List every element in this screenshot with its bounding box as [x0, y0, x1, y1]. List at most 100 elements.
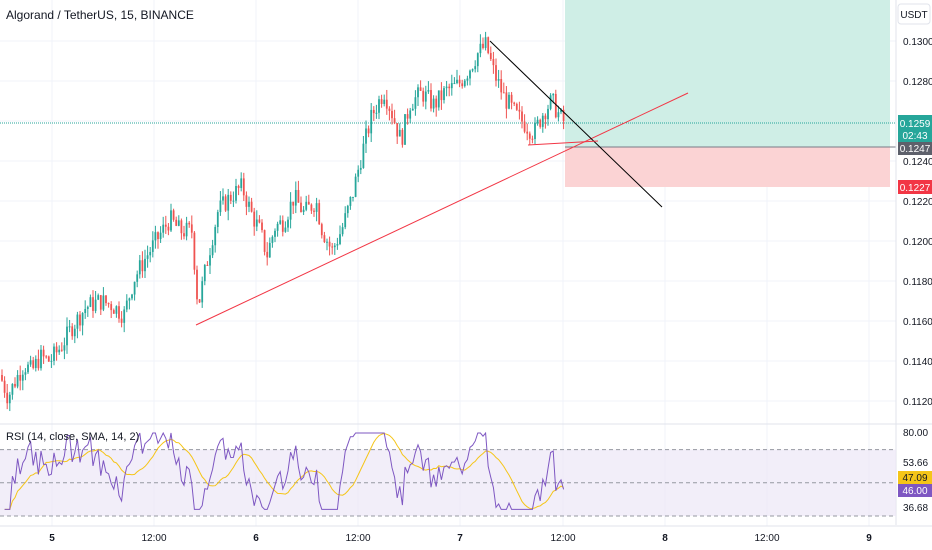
candle [76, 311, 79, 339]
candle [37, 349, 40, 371]
candle [253, 207, 256, 236]
candle [437, 90, 440, 111]
candle [183, 225, 185, 240]
candle [536, 116, 539, 126]
candle [177, 215, 180, 227]
time-axis[interactable]: 5 12:00 6 12:00 7 12:00 8 12:00 9 [49, 533, 872, 544]
candle [89, 294, 92, 308]
candle [359, 160, 362, 175]
candle [255, 210, 258, 232]
candle [401, 128, 404, 148]
candle [313, 208, 315, 217]
candle [81, 312, 84, 336]
candle [32, 356, 35, 370]
candle [50, 354, 53, 368]
candle [120, 311, 123, 328]
entry-price-badge: 0.1247 [898, 142, 932, 155]
candle [227, 188, 230, 221]
candle [175, 216, 178, 227]
candle [318, 199, 321, 225]
candle [125, 294, 128, 313]
candle [242, 172, 245, 201]
candle [245, 191, 248, 216]
candle [214, 224, 217, 253]
currency-button[interactable]: USDT [897, 3, 931, 25]
candle [110, 301, 113, 319]
price-tick-label: 0.1120 [903, 397, 932, 408]
candle [323, 231, 326, 244]
take-profit-zone[interactable] [565, 0, 890, 147]
price-axis[interactable]: 0.1300 0.1280 0.1240 0.1220 0.1200 0.1180 0.11… [903, 37, 932, 408]
candle [305, 195, 308, 212]
svg-text:47.09: 47.09 [902, 473, 927, 484]
candle [469, 69, 471, 86]
candle [224, 194, 227, 212]
candle [406, 108, 409, 125]
candle [190, 215, 193, 239]
candle [534, 117, 536, 145]
candle [443, 86, 445, 104]
candle [352, 196, 354, 202]
candle [518, 101, 521, 120]
candle [539, 118, 542, 129]
candle [544, 113, 547, 129]
candle [456, 69, 458, 85]
candle [510, 92, 513, 110]
price-tick-label: 0.1300 [903, 37, 932, 48]
price-tick-label: 0.1280 [903, 77, 932, 88]
candle [419, 80, 422, 91]
trendline-wedge-base[interactable] [527, 140, 599, 146]
rsi-sma-line [4, 432, 564, 510]
candle [211, 239, 214, 259]
candle [393, 109, 396, 125]
candle [6, 383, 9, 410]
candle [66, 317, 68, 354]
candle [40, 345, 42, 371]
candle [281, 215, 284, 237]
candle [115, 305, 118, 318]
candle [414, 90, 417, 116]
candle [263, 229, 266, 256]
candle [398, 123, 401, 137]
candle [409, 107, 412, 124]
currency-label: USDT [900, 10, 927, 21]
price-tick-label: 0.1160 [903, 317, 932, 328]
candle [432, 95, 435, 113]
candle [216, 209, 219, 234]
time-tick-label: 12:00 [345, 533, 370, 544]
candle [562, 105, 565, 130]
candle [474, 60, 477, 73]
stop-price-badge: 0.1227 [898, 180, 932, 194]
trendline-support[interactable] [195, 92, 689, 326]
candle [16, 370, 19, 389]
candle [128, 297, 131, 310]
candle [219, 191, 222, 216]
candle [8, 391, 11, 412]
chart-title: Algorand / TetherUS, 15, BINANCE [6, 8, 194, 22]
candle [271, 235, 274, 248]
candle [71, 323, 74, 340]
candle [34, 355, 37, 372]
candle [523, 114, 526, 134]
price-tick-label: 0.1180 [903, 277, 932, 288]
candle [258, 215, 261, 224]
price-tick-label: 0.1200 [903, 237, 932, 248]
candle [388, 106, 391, 121]
stop-loss-zone[interactable] [565, 147, 890, 187]
candle [180, 218, 183, 240]
candle [326, 238, 328, 251]
candle [237, 184, 240, 196]
candle [370, 103, 373, 143]
candle [300, 196, 302, 213]
rsi-tick-label: 80.00 [903, 428, 928, 439]
candle [445, 81, 448, 97]
trendlines[interactable] [195, 40, 689, 326]
candle [471, 68, 474, 73]
candle [424, 85, 427, 110]
candle [198, 299, 201, 303]
trendline-resistance[interactable] [489, 40, 663, 208]
candle [138, 254, 141, 279]
candle [206, 261, 209, 266]
candle [515, 102, 518, 111]
